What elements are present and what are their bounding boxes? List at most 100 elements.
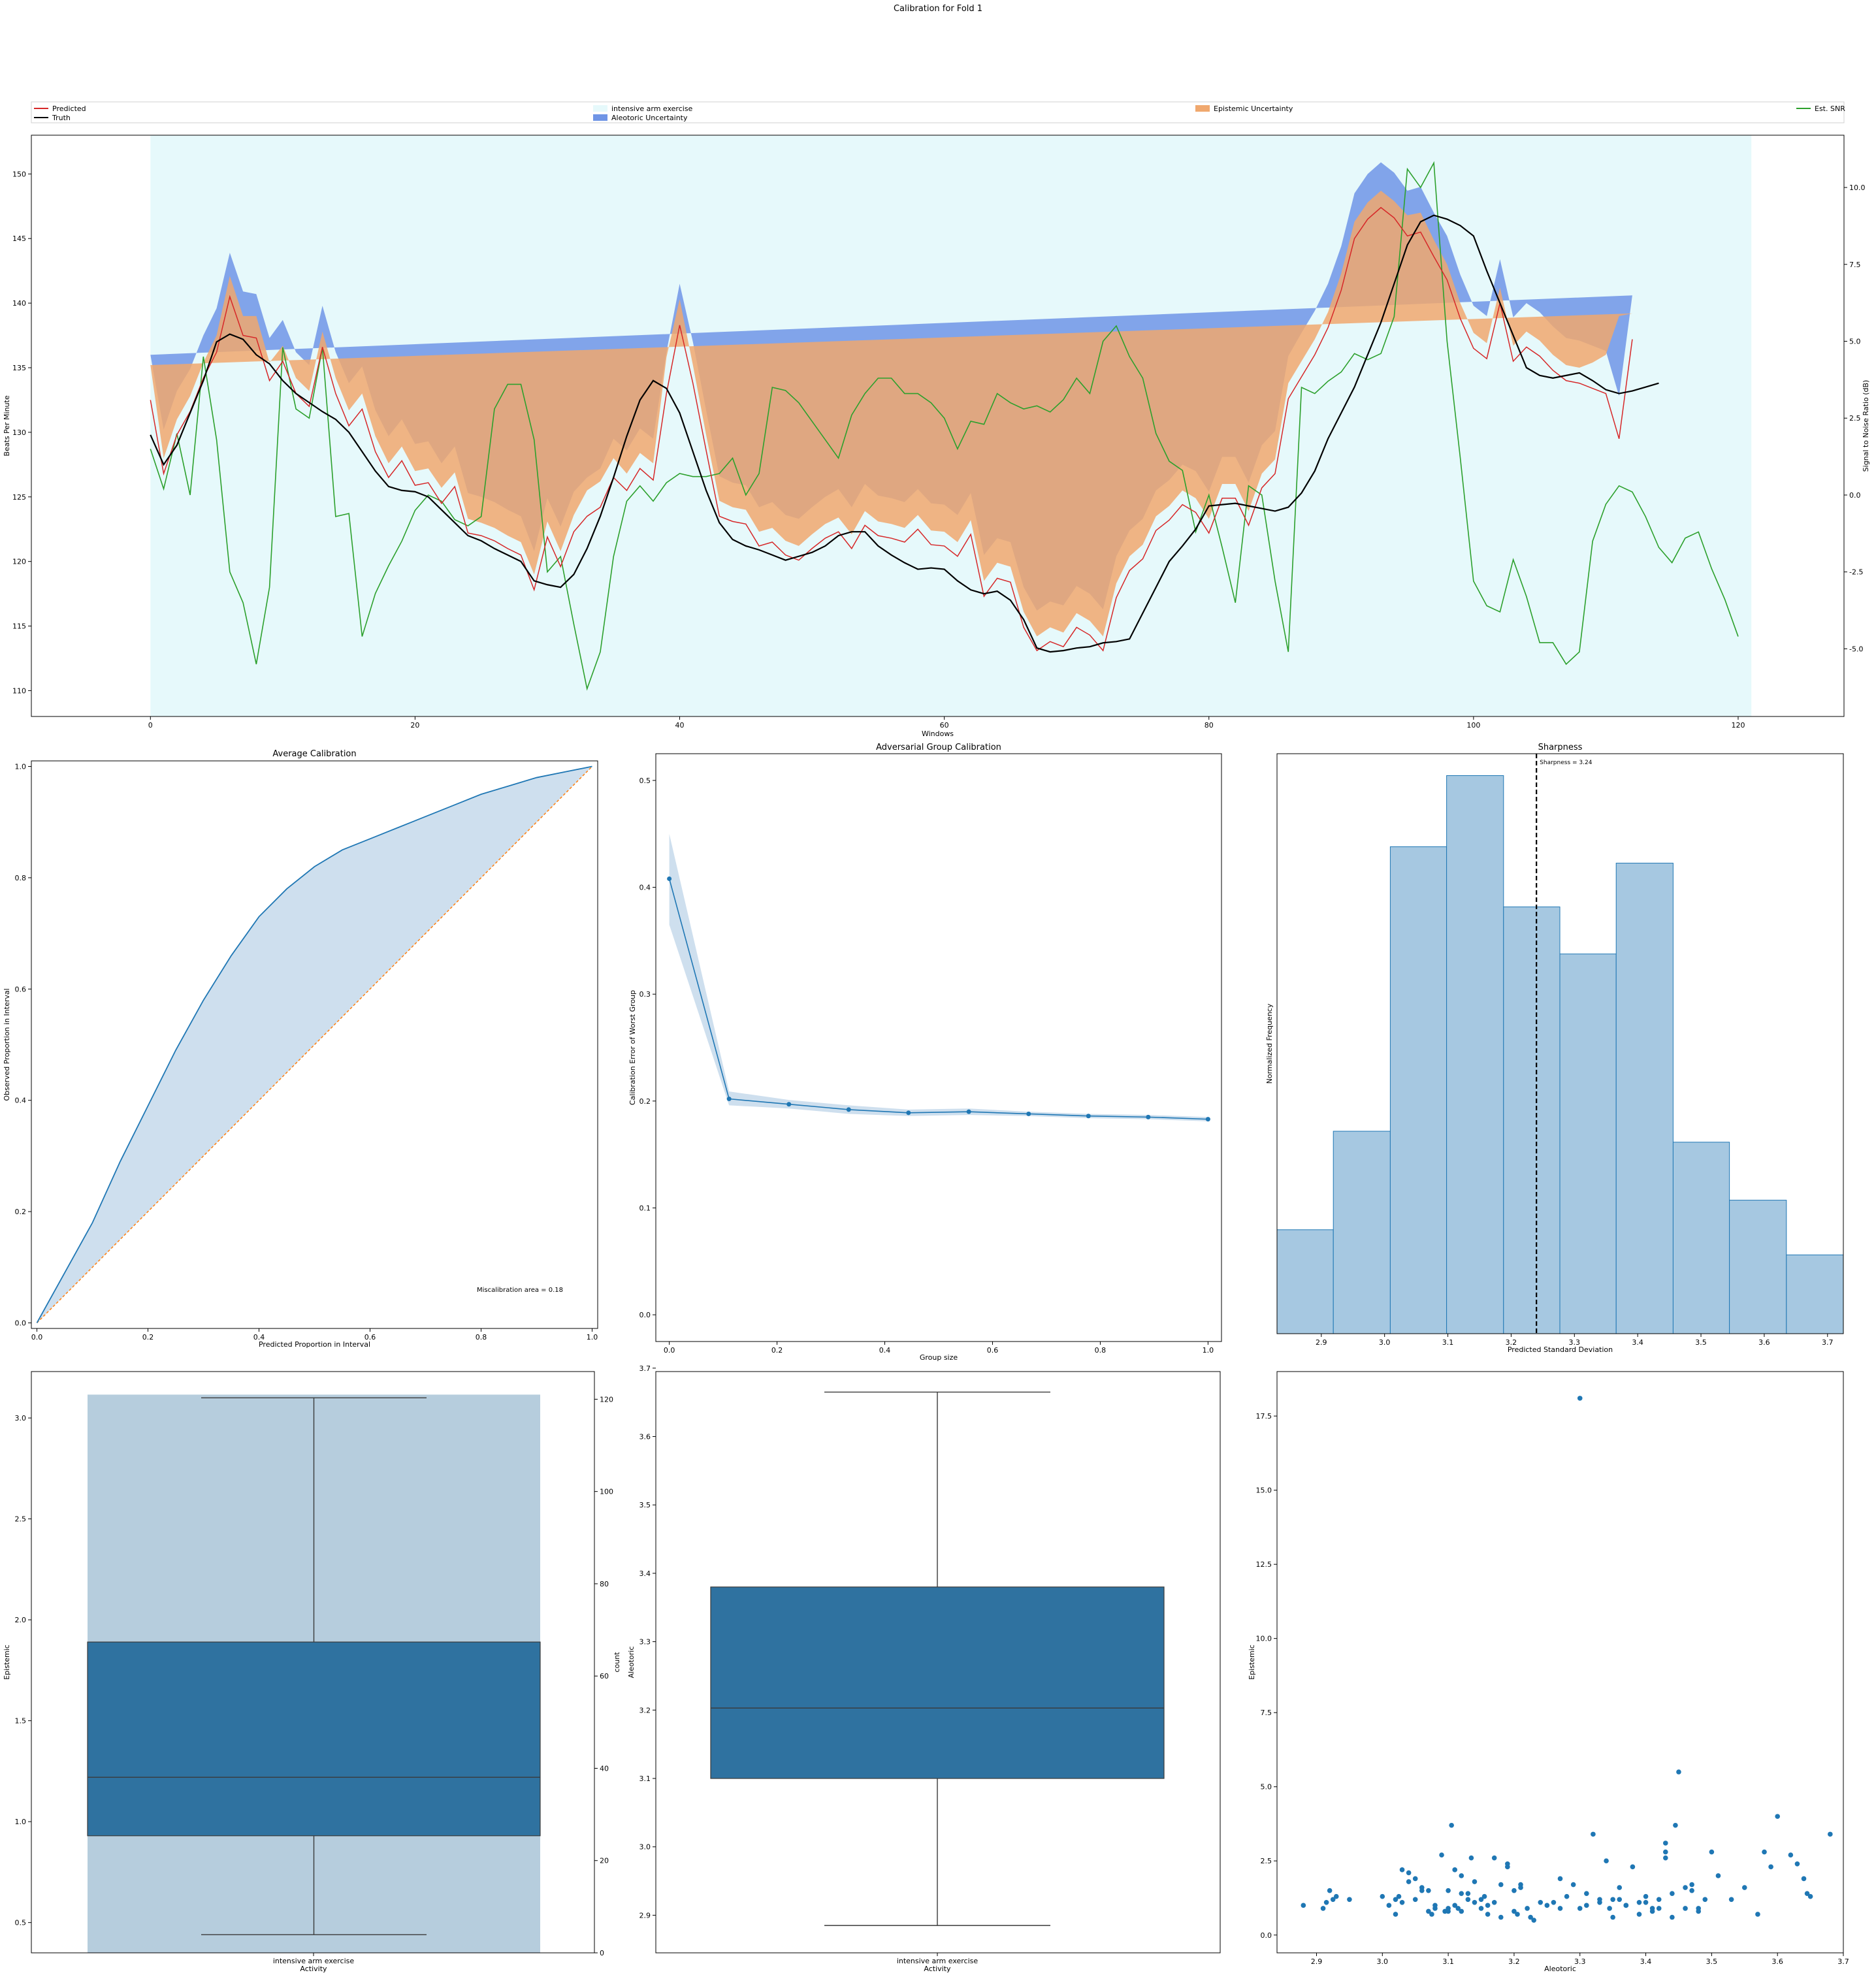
x-tick-label: 0.2 <box>771 1346 783 1355</box>
x-tick-label: 60 <box>940 721 949 730</box>
x-tick-label: 0.0 <box>664 1346 675 1355</box>
scatter-point <box>1320 1906 1326 1911</box>
legend-swatch <box>593 105 607 112</box>
scatter-point <box>1429 1912 1434 1917</box>
scatter-point <box>1584 1903 1589 1908</box>
y-right-axis-label: count <box>613 1652 621 1673</box>
y-axis-label: Calibration Error of Worst Group <box>628 990 637 1105</box>
x-axis-label: Group size <box>920 1353 958 1362</box>
scatter-point <box>1505 1861 1510 1867</box>
scatter-point <box>1755 1912 1760 1917</box>
y-right-tick-label: 2.5 <box>1849 414 1861 423</box>
y-tick-label: 0.0 <box>639 1311 651 1319</box>
y-tick-label: 10.0 <box>1256 1635 1272 1643</box>
data-point <box>1146 1114 1151 1119</box>
y-tick-label: 0.2 <box>15 1208 27 1216</box>
scatter-point <box>1399 1900 1405 1905</box>
y-tick-label: 0.5 <box>639 777 651 785</box>
scatter-point <box>1465 1891 1471 1896</box>
y-axis-label: Aleotoric <box>627 1647 636 1679</box>
scatter-point <box>1623 1903 1629 1908</box>
scatter-point <box>1327 1888 1333 1893</box>
scatter-point <box>1333 1893 1339 1899</box>
axes-frame <box>655 1371 1221 1953</box>
y-tick-label: 3.4 <box>639 1569 651 1578</box>
scatter-point <box>1689 1888 1694 1893</box>
y-tick-label: 0.4 <box>639 884 651 892</box>
x-tick-label: 0.4 <box>879 1346 891 1355</box>
y-tick-label: 15.0 <box>1256 1487 1272 1495</box>
y-right-tick-label: 80 <box>600 1580 609 1588</box>
y-tick-label: 115 <box>12 622 26 631</box>
axes-frame <box>1276 753 1844 1334</box>
x-axis-label: Predicted Proportion in Interval <box>259 1340 370 1349</box>
scatter-point <box>1481 1893 1487 1899</box>
scatter-point <box>1689 1882 1694 1888</box>
scatter-point <box>1643 1900 1649 1905</box>
scatter-point <box>1491 1900 1497 1905</box>
scatter-point <box>1396 1893 1402 1899</box>
data-point <box>966 1109 971 1114</box>
scatter-point <box>1426 1908 1431 1914</box>
y-right-axis-label: Signal to Noise Ratio (dB) <box>1862 380 1870 472</box>
y-tick-label: 0.0 <box>15 1319 27 1327</box>
x-tick-label: 3.7 <box>1837 1957 1849 1966</box>
scatter-point <box>1663 1849 1668 1855</box>
y-tick-label: 140 <box>12 299 26 308</box>
x-tick-label: 0.0 <box>31 1333 43 1342</box>
x-tick-label: 3.3 <box>1574 1957 1586 1966</box>
histogram-bar <box>1389 846 1447 1334</box>
legend-label: Epistemic Uncertainty <box>1214 104 1293 113</box>
y-axis-label: Observed Proportion in Interval <box>3 988 11 1101</box>
scatter-point <box>1564 1893 1570 1899</box>
y-tick-label: 3.3 <box>639 1638 651 1647</box>
legend-swatch <box>593 114 607 121</box>
legend-label: Est. SNR <box>1815 104 1845 113</box>
data-point <box>906 1110 911 1116</box>
x-tick-label: 2.9 <box>1316 1338 1327 1347</box>
x-axis-label: Predicted Standard Deviation <box>1508 1345 1613 1354</box>
data-point <box>846 1107 851 1112</box>
y-tick-label: 1.0 <box>15 1818 27 1826</box>
scatter-point <box>1557 1906 1563 1911</box>
x-tick-label: 0.4 <box>253 1333 265 1342</box>
scatter-point <box>1459 1873 1464 1878</box>
scatter-point <box>1518 1885 1523 1890</box>
y-right-tick-label: 120 <box>600 1395 613 1404</box>
scatter-point <box>1393 1897 1399 1903</box>
scatter-point <box>1538 1900 1544 1905</box>
scatter-point <box>1670 1914 1675 1920</box>
confidence-band <box>669 833 1208 1121</box>
y-right-tick-label: 100 <box>600 1488 613 1496</box>
x-tick-label: 100 <box>1466 721 1480 730</box>
scatter-point <box>1406 1870 1412 1876</box>
histogram-bar <box>1786 1254 1844 1334</box>
scatter-point <box>1709 1849 1715 1855</box>
y-tick-label: 0.0 <box>1261 1931 1272 1940</box>
scatter-point <box>1788 1852 1794 1857</box>
y-tick-label: 135 <box>12 364 26 372</box>
y-tick-label: 0.3 <box>639 990 651 999</box>
histogram-bar <box>1446 775 1504 1334</box>
sharpness-chart: Sharpness = 3.24 2.9 3.0 3.1 3.2 3.3 3.4 3.5 3.6… <box>1265 743 1844 1354</box>
x-tick-label: 0.6 <box>364 1333 376 1342</box>
y-tick-label: 3.1 <box>639 1775 651 1783</box>
scatter-point <box>1630 1864 1636 1870</box>
legend-swatch <box>1195 105 1210 112</box>
scatter-point <box>1472 1879 1478 1884</box>
y-tick-label: 1.5 <box>15 1717 27 1726</box>
x-axis-label: Windows <box>922 730 954 738</box>
scatter-point <box>1525 1906 1530 1911</box>
scatter-point <box>1399 1867 1405 1873</box>
y-axis-label: Epistemic <box>3 1645 11 1680</box>
x-tick-label: 1.0 <box>1203 1346 1214 1355</box>
data-point <box>786 1102 792 1107</box>
scatter-point <box>1663 1840 1668 1846</box>
scatter-point <box>1591 1831 1596 1837</box>
snr-line <box>150 161 1739 691</box>
y-tick-label: 12.5 <box>1256 1560 1272 1569</box>
y-axis-label: Beats Per Minute <box>3 395 11 456</box>
y-tick-label: 130 <box>12 428 26 437</box>
scatter-point <box>1807 1893 1813 1899</box>
